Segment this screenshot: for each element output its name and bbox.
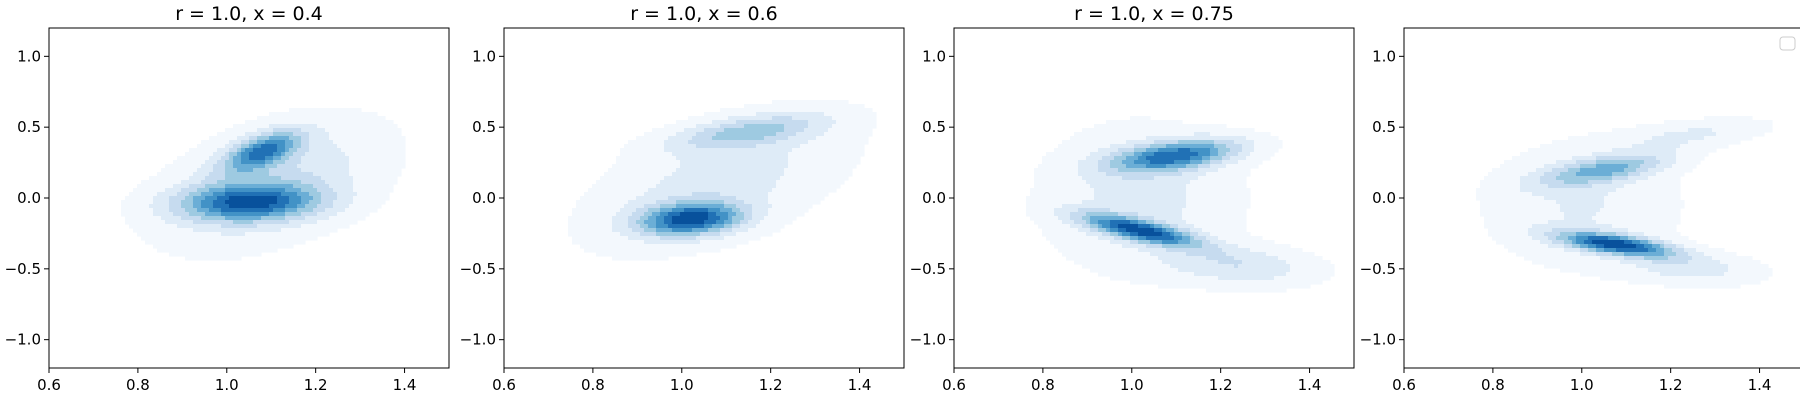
y-tick-label: −0.5 — [910, 260, 946, 278]
x-tick-label: 1.4 — [848, 376, 872, 394]
y-tick-label: −0.5 — [1360, 260, 1396, 278]
subplot-3: 0.6 0.8 1.0 1.2 1.4 −1.0 −0.5 0.0 0.5 1.0 r = 1.0,… — [910, 3, 1355, 394]
x-tick-label: 1.0 — [1120, 376, 1144, 394]
x-tick-label: 0.8 — [581, 376, 605, 394]
x-tick-label: 1.4 — [1748, 376, 1772, 394]
chart-title: r = 1.0, x = 0.75 — [1074, 3, 1234, 25]
density-contours — [1476, 116, 1773, 289]
density-contours — [568, 100, 877, 261]
x-tick-label: 1.2 — [1209, 376, 1233, 394]
y-tick-label: 1.0 — [1372, 47, 1396, 65]
x-tick-label: 0.6 — [1392, 376, 1416, 394]
subplot-4: 0.6 0.8 1.0 1.2 1.4 −1.0 −0.5 0.0 0.5 1.0 — [1360, 27, 1800, 394]
x-tick-label: 0.6 — [37, 376, 61, 394]
y-tick-label: 0.0 — [472, 189, 496, 207]
y-tick-label: 0.5 — [17, 118, 41, 136]
chart-title: r = 1.0, x = 0.6 — [630, 3, 778, 25]
y-tick-label: 0.5 — [472, 118, 496, 136]
subplot-1: 0.6 0.8 1.0 1.2 1.4 −1.0 −0.5 0.0 0.5 1.0 r = 1.0,… — [5, 3, 450, 394]
y-tick-label: −0.5 — [460, 260, 496, 278]
x-tick-label: 1.0 — [670, 376, 694, 394]
x-tick-label: 1.2 — [1659, 376, 1683, 394]
density-contours — [121, 108, 406, 261]
x-tick-label: 0.8 — [1481, 376, 1505, 394]
legend-box — [1779, 36, 1796, 51]
y-tick-label: 0.0 — [922, 189, 946, 207]
x-tick-label: 1.2 — [759, 376, 783, 394]
y-tick-label: −1.0 — [460, 331, 496, 349]
subplot-2: 0.6 0.8 1.0 1.2 1.4 −1.0 −0.5 0.0 0.5 1.0 r = 1.0,… — [460, 3, 905, 394]
x-tick-label: 0.8 — [126, 376, 150, 394]
chart-title: r = 1.0, x = 0.4 — [175, 3, 323, 25]
x-tick-label: 1.4 — [1298, 376, 1322, 394]
density-contours — [1026, 116, 1335, 293]
x-tick-label: 0.6 — [492, 376, 516, 394]
x-tick-label: 1.2 — [304, 376, 328, 394]
x-tick-label: 1.0 — [215, 376, 239, 394]
y-tick-label: 1.0 — [922, 47, 946, 65]
y-tick-label: 0.5 — [1372, 118, 1396, 136]
x-tick-label: 0.8 — [1031, 376, 1055, 394]
y-tick-label: 1.0 — [472, 47, 496, 65]
y-tick-label: −1.0 — [5, 331, 41, 349]
y-tick-label: −1.0 — [1360, 331, 1396, 349]
x-tick-label: 0.6 — [942, 376, 966, 394]
y-tick-label: −1.0 — [910, 331, 946, 349]
y-tick-label: 1.0 — [17, 47, 41, 65]
x-tick-label: 1.0 — [1570, 376, 1594, 394]
x-tick-label: 1.4 — [393, 376, 417, 394]
y-tick-label: 0.0 — [1372, 189, 1396, 207]
y-tick-label: 0.5 — [922, 118, 946, 136]
y-tick-label: 0.0 — [17, 189, 41, 207]
y-tick-label: −0.5 — [5, 260, 41, 278]
